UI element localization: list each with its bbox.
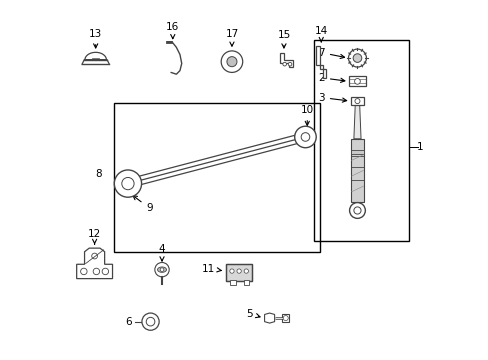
Circle shape [122, 177, 134, 190]
Circle shape [114, 170, 142, 197]
Circle shape [229, 269, 234, 273]
Text: 2: 2 [318, 73, 344, 83]
Bar [225, 264, 251, 281]
Text: 3: 3 [318, 93, 346, 103]
Bar [225, 264, 251, 281]
Text: 17: 17 [225, 29, 238, 46]
Text: 15: 15 [277, 30, 290, 48]
Circle shape [348, 49, 366, 67]
Circle shape [155, 262, 169, 277]
Circle shape [294, 126, 316, 148]
Circle shape [353, 207, 360, 214]
Circle shape [226, 57, 237, 67]
Text: 1: 1 [416, 141, 423, 152]
Circle shape [244, 269, 248, 273]
Text: 16: 16 [166, 22, 179, 39]
Circle shape [92, 253, 97, 259]
Polygon shape [316, 45, 325, 78]
Bar [282, 315, 289, 321]
Bar [350, 150, 363, 154]
Polygon shape [264, 313, 274, 323]
Text: 6: 6 [125, 317, 132, 327]
Text: 13: 13 [89, 29, 102, 48]
Circle shape [287, 62, 291, 66]
Circle shape [93, 268, 100, 275]
Circle shape [81, 268, 87, 275]
Bar [348, 76, 366, 86]
Circle shape [102, 268, 108, 275]
Circle shape [301, 133, 309, 141]
Bar [230, 280, 235, 285]
Polygon shape [353, 103, 360, 139]
Circle shape [352, 54, 361, 62]
Polygon shape [280, 53, 292, 67]
Bar [350, 97, 364, 105]
Bar [244, 280, 249, 285]
Circle shape [160, 268, 163, 271]
Circle shape [349, 203, 365, 219]
Text: 10: 10 [300, 105, 313, 125]
Circle shape [146, 318, 155, 326]
Bar [113, 103, 319, 252]
Text: 7: 7 [318, 48, 344, 59]
Text: 5: 5 [246, 309, 260, 319]
Circle shape [354, 99, 359, 104]
Text: 11: 11 [202, 264, 221, 274]
Polygon shape [77, 248, 112, 279]
Circle shape [142, 313, 159, 330]
Text: 4: 4 [159, 244, 165, 261]
Bar [350, 139, 364, 202]
Text: 12: 12 [88, 229, 101, 244]
Text: 9: 9 [133, 195, 152, 213]
Circle shape [237, 269, 241, 273]
Text: 14: 14 [314, 26, 327, 42]
Circle shape [354, 78, 360, 84]
Ellipse shape [157, 267, 166, 273]
Circle shape [283, 316, 287, 320]
Circle shape [282, 62, 286, 66]
Text: 8: 8 [95, 169, 102, 179]
Bar [314, 40, 408, 241]
Circle shape [221, 51, 242, 72]
